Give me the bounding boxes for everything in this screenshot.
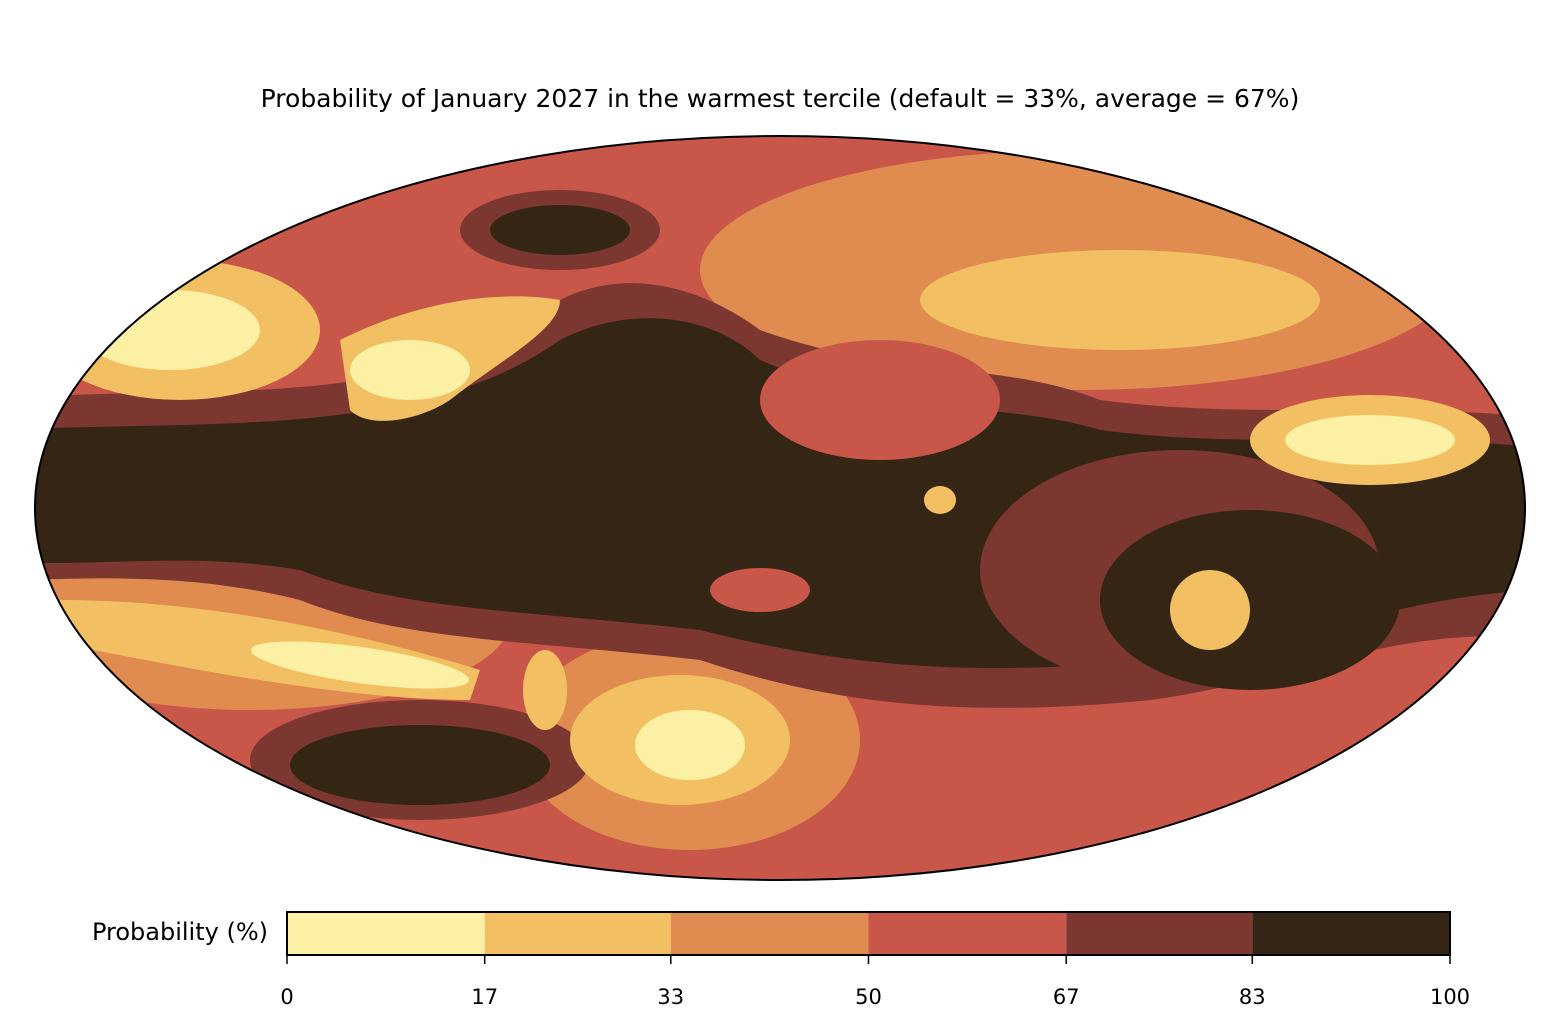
field-region <box>350 340 470 400</box>
colorbar-segment <box>1252 912 1450 955</box>
colorbar-tick-label: 50 <box>855 985 882 1009</box>
field-region <box>710 568 810 612</box>
colorbar-segment <box>670 912 869 955</box>
colorbar-label: Probability (%) <box>92 918 268 946</box>
colorbar-tick-label: 100 <box>1430 985 1470 1009</box>
field-region <box>290 725 550 805</box>
colorbar-segment <box>868 912 1067 955</box>
colorbar-tick-label: 33 <box>657 985 684 1009</box>
field-region <box>635 710 745 780</box>
map-field <box>35 136 1525 880</box>
map-title: Probability of January 2027 in the warme… <box>261 84 1300 113</box>
field-region <box>924 486 956 514</box>
colorbar-tick-label: 17 <box>471 985 498 1009</box>
field-region <box>251 641 469 689</box>
map-outline <box>34 135 1526 881</box>
field-region <box>523 650 567 730</box>
field-region <box>760 340 1000 460</box>
field-region <box>1285 415 1455 465</box>
colorbar-tick-label: 83 <box>1239 985 1266 1009</box>
colorbar: 0 17 33 50 67 83 100 <box>280 912 1470 1009</box>
colorbar-segment <box>287 912 485 955</box>
colorbar-segment <box>484 912 671 955</box>
colorbar-tick-label: 0 <box>280 985 293 1009</box>
field-region <box>490 205 630 255</box>
field-region <box>1100 510 1400 690</box>
field-region <box>80 290 260 370</box>
field-region <box>920 250 1320 350</box>
colorbar-outline <box>286 911 1451 956</box>
colorbar-segment <box>1066 912 1253 955</box>
field-region <box>1170 570 1250 650</box>
colorbar-tick-label: 67 <box>1053 985 1080 1009</box>
